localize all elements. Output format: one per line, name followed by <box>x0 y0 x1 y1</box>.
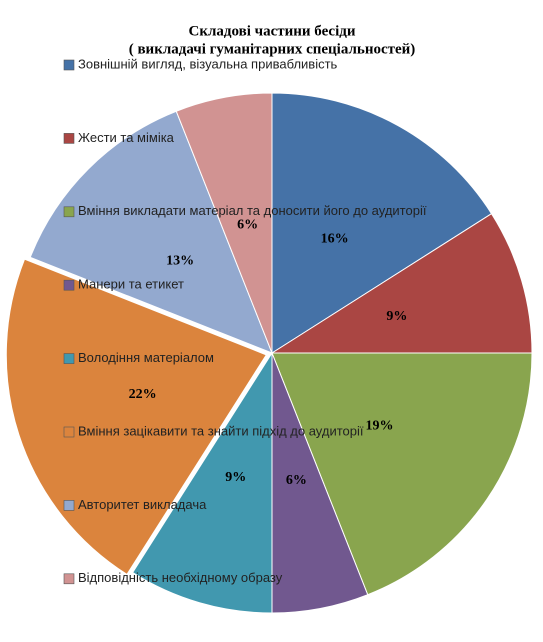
pie-slice <box>271 352 533 596</box>
pie-slice <box>29 110 273 354</box>
data-label: 6% <box>237 218 258 233</box>
chart-subtitle: ( викладачі гуманітарних спеціальностей) <box>129 41 416 57</box>
legend-label: Манери та етикет <box>78 277 184 292</box>
data-label: 19% <box>366 418 394 433</box>
pie-slice <box>5 258 268 576</box>
data-label: 9% <box>225 470 246 485</box>
legend-label: Вміння зацікавити та знайти підхід до ау… <box>78 423 364 438</box>
data-label: 22% <box>129 387 157 402</box>
legend-label: Жести та міміка <box>78 130 175 145</box>
data-label: 9% <box>386 309 407 324</box>
legend-swatch <box>63 500 75 511</box>
legend-swatch <box>63 426 75 438</box>
pie-slice <box>175 92 273 354</box>
legend-label: Володіння матеріалом <box>78 350 214 365</box>
pie-slice <box>271 92 493 354</box>
data-label: 6% <box>286 473 307 488</box>
data-label: 13% <box>166 253 194 268</box>
legend-swatch <box>63 59 75 71</box>
chart-title: Складові частини бесіди <box>189 23 356 39</box>
legend-swatch <box>63 206 75 218</box>
legend-swatch <box>63 279 75 291</box>
legend-swatch <box>63 353 75 364</box>
legend-swatch <box>63 573 75 585</box>
legend-label: Вміння викладати матеріал та доносити йо… <box>78 203 427 218</box>
data-label: 16% <box>321 231 349 246</box>
legend-label: Відповідність необхідному образу <box>78 570 283 585</box>
pie-slice <box>270 212 533 354</box>
legend-label: Зовнішній вигляд, візуальна привабливіст… <box>78 56 338 71</box>
pie-slice <box>131 351 273 614</box>
legend-label: Авторитет викладача <box>78 497 207 512</box>
legend-swatch <box>63 133 75 144</box>
